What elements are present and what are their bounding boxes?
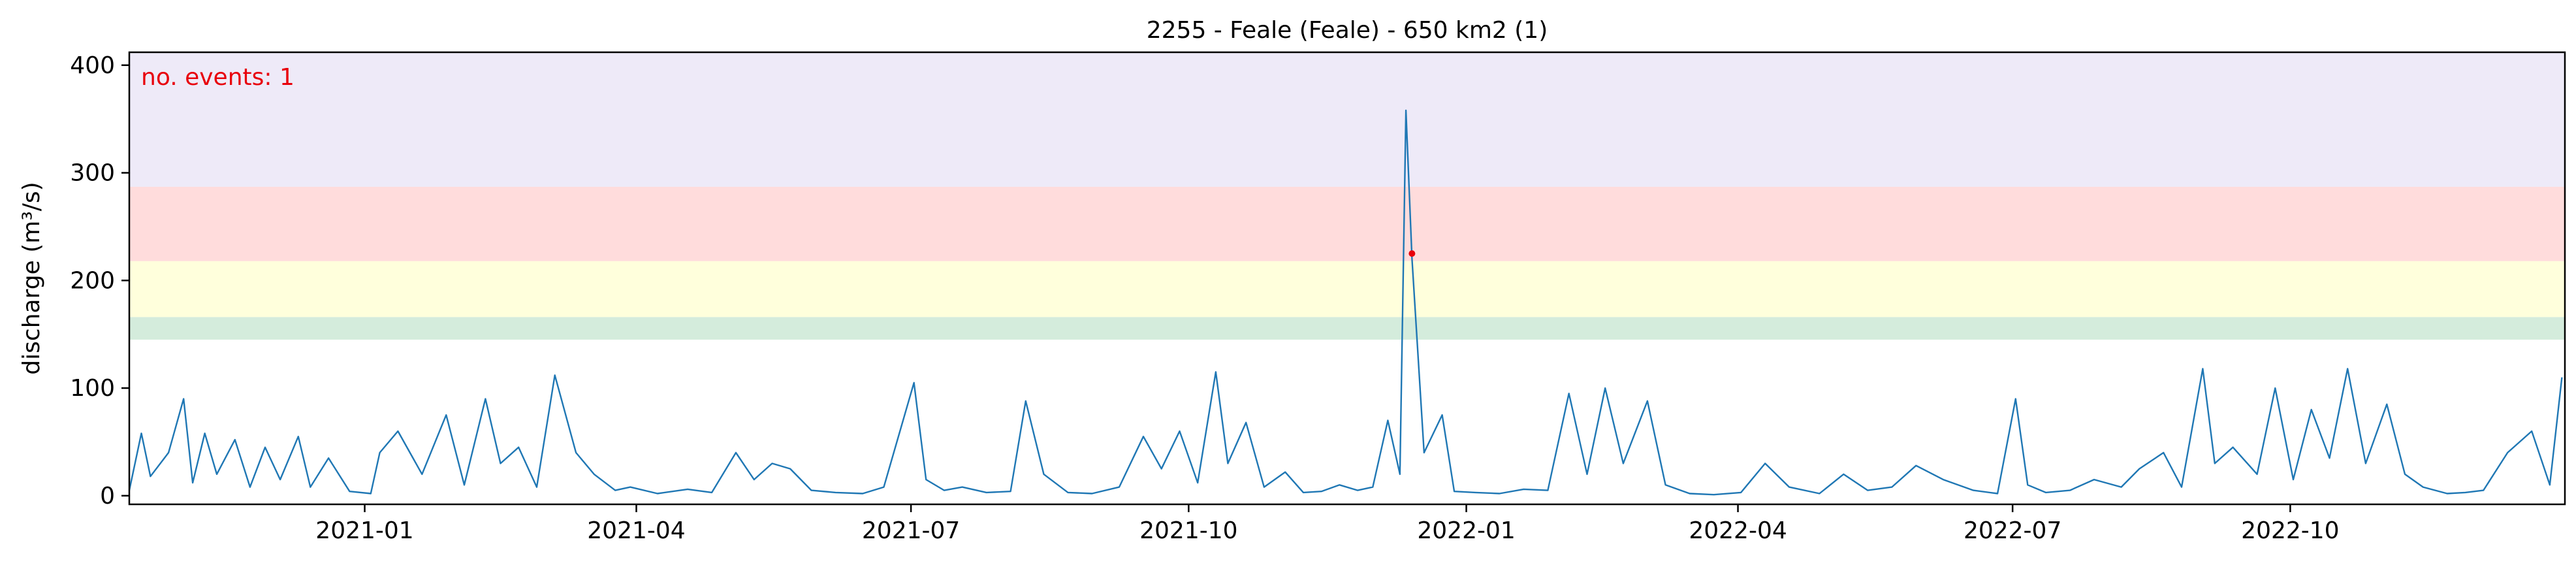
alert-band-1: [129, 317, 2565, 340]
y-tick-label: 100: [70, 375, 115, 402]
x-tick-label: 2022-07: [1964, 517, 2061, 544]
alert-band-4: [129, 52, 2565, 187]
y-tick-label: 400: [70, 52, 115, 79]
series-line-1: [128, 109, 2563, 496]
x-axis: 2021-01 2021-04 2021-07 2021-10 2022-01 2022-…: [315, 504, 2340, 544]
x-tick-label: 2021-04: [587, 517, 685, 544]
y-tick-label: 200: [70, 267, 115, 294]
x-tick-label: 2021-01: [315, 517, 413, 544]
discharge-series: [128, 109, 2563, 496]
y-axis: 0 100 200 300 400: [70, 52, 129, 510]
alert-band-2: [129, 261, 2565, 317]
y-tick-label: 0: [100, 483, 115, 510]
y-tick-label: 300: [70, 160, 115, 187]
x-tick-label: 2022-10: [2241, 517, 2339, 544]
y-axis-label: discharge (m³/s): [18, 182, 45, 374]
x-tick-label: 2021-07: [862, 517, 960, 544]
event-markers: [1408, 250, 1416, 257]
alert-bands: [129, 52, 2565, 340]
x-tick-label: 2022-04: [1689, 517, 1787, 544]
x-tick-label: 2021-10: [1139, 517, 1237, 544]
x-tick-label: 2022-01: [1417, 517, 1515, 544]
event-point-1: [1408, 250, 1416, 257]
alert-band-3: [129, 186, 2565, 261]
plot-frame: [128, 51, 2566, 506]
chart-title: 2255 - Feale (Feale) - 650 km2 (1): [1147, 17, 1548, 44]
event-count-annotation: no. events: 1: [141, 64, 294, 91]
